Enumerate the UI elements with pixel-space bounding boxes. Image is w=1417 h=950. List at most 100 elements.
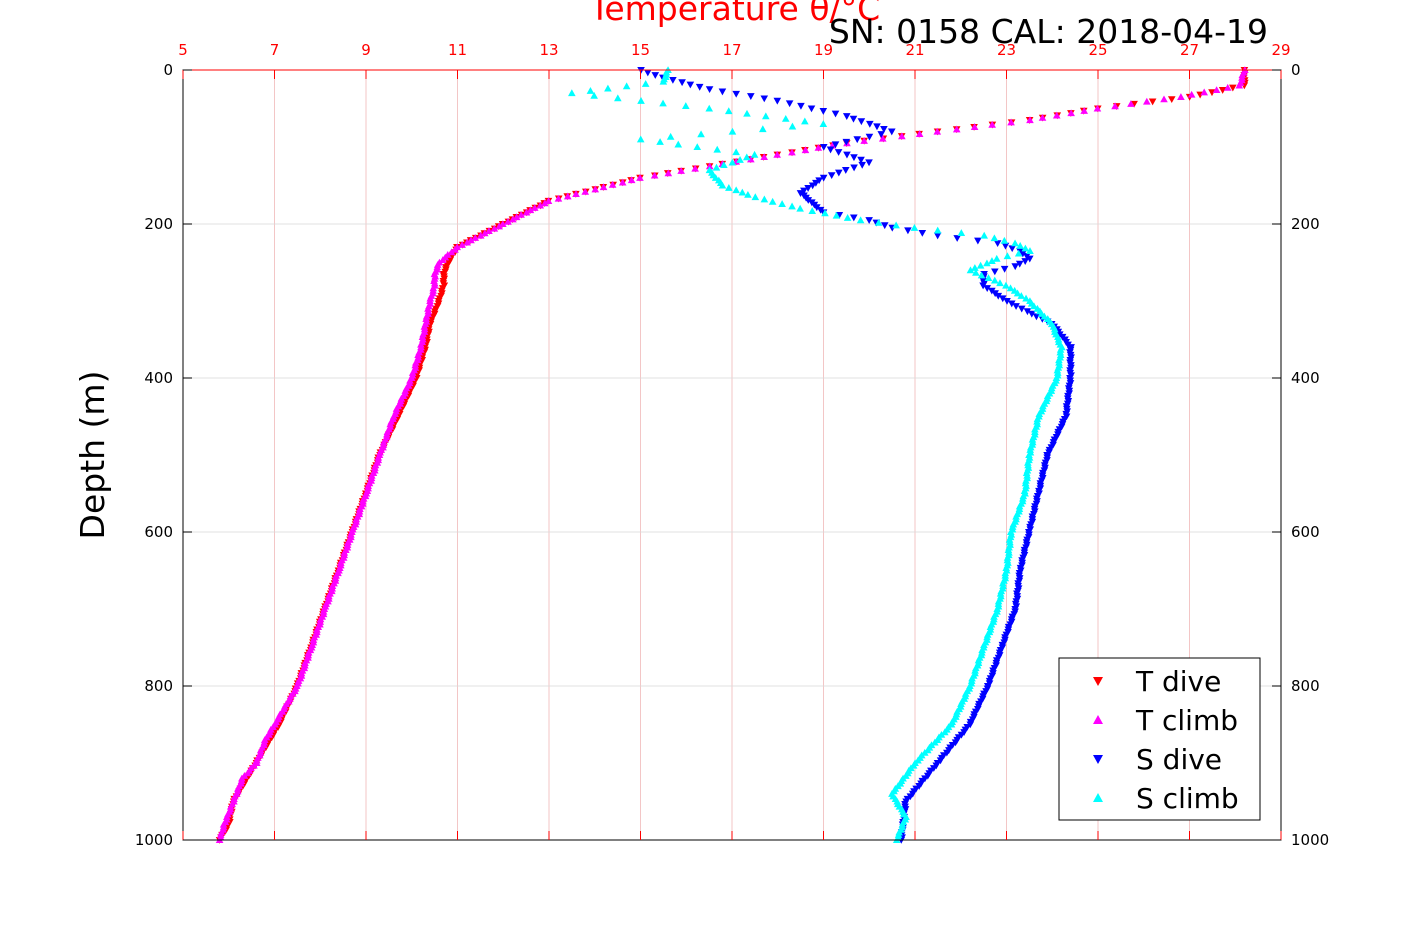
data-point [1003, 297, 1011, 305]
data-point [495, 222, 503, 230]
data-point [760, 195, 769, 203]
data-point [705, 162, 714, 170]
data-point [1093, 104, 1102, 112]
data-point [641, 80, 650, 87]
data-point [1022, 294, 1030, 302]
data-point [681, 102, 690, 109]
data-point [1026, 247, 1034, 254]
data-point [490, 224, 499, 232]
y-tick-label-right: 600 [1291, 523, 1320, 541]
data-point [554, 194, 563, 202]
data-point [831, 141, 840, 149]
data-point [590, 91, 598, 99]
data-point [659, 99, 667, 107]
data-point [1014, 249, 1023, 257]
y-axis-label: Depth (m) [73, 371, 112, 540]
y-tick-label-left: 1000 [135, 831, 173, 849]
data-point [979, 282, 987, 290]
data-point [750, 150, 759, 158]
data-point [1052, 111, 1061, 119]
data-point [796, 190, 805, 197]
data-point [850, 154, 858, 162]
data-point [880, 222, 889, 230]
data-point [918, 229, 927, 237]
data-point [738, 188, 747, 196]
data-point [608, 180, 617, 188]
data-point [1143, 97, 1151, 105]
data-point [1040, 312, 1049, 320]
data-point [509, 215, 517, 223]
data-point [865, 217, 873, 224]
data-point [991, 268, 999, 276]
data-point [1030, 302, 1038, 310]
data-point [1223, 83, 1232, 91]
data-point [804, 197, 813, 204]
data-point [970, 123, 979, 131]
data-point [541, 199, 549, 207]
data-point [1160, 95, 1168, 103]
data-point [781, 114, 790, 122]
data-point [451, 245, 459, 253]
data-point [1177, 93, 1185, 100]
data-point [736, 156, 744, 163]
data-point [977, 271, 986, 279]
data-point [788, 122, 797, 130]
data-point [743, 109, 751, 117]
data-point [866, 120, 874, 128]
data-point [874, 218, 883, 226]
y-tick-label-left: 800 [144, 677, 173, 695]
data-point [1023, 308, 1032, 316]
data-point [953, 235, 961, 242]
data-point [990, 234, 999, 242]
data-point [499, 220, 507, 228]
x-tick-label: 15 [631, 41, 650, 59]
chart-title: Temperature θ/°C [589, 0, 880, 28]
data-point [788, 148, 796, 156]
data-point [664, 169, 673, 177]
data-point [504, 217, 512, 225]
data-point [1148, 98, 1157, 106]
data-point [691, 164, 699, 172]
x-tick-label: 7 [270, 41, 280, 59]
data-point [476, 231, 485, 239]
data-point [910, 224, 919, 231]
data-point [826, 146, 835, 154]
data-point [865, 159, 873, 167]
data-point [693, 143, 702, 151]
data-point [1167, 96, 1176, 104]
data-point [759, 125, 767, 133]
data-point [512, 213, 521, 221]
data-point [842, 138, 851, 146]
data-point [627, 176, 636, 184]
data-point [526, 206, 535, 214]
data-point [814, 143, 823, 151]
y-tick-label-right: 1000 [1291, 831, 1329, 849]
data-point [952, 125, 961, 133]
data-point [778, 200, 786, 208]
data-point [983, 259, 991, 267]
series-s-dive [637, 66, 1075, 844]
data-point [819, 143, 828, 151]
y-tick-label-left: 600 [144, 523, 173, 541]
data-point [666, 132, 675, 140]
data-point [581, 187, 590, 195]
data-point [915, 130, 924, 137]
data-point [744, 190, 752, 198]
data-point [1032, 313, 1041, 321]
data-point [788, 202, 796, 210]
data-point [993, 240, 1002, 248]
data-point [762, 112, 770, 120]
data-point [873, 123, 881, 131]
data-point [819, 174, 828, 182]
data-point [760, 153, 769, 161]
data-point [849, 115, 858, 123]
data-point [674, 140, 683, 148]
data-point [1067, 109, 1075, 117]
data-point [697, 130, 705, 138]
data-point [1021, 258, 1030, 266]
series-t-climb [215, 66, 1249, 844]
data-point [1229, 84, 1237, 92]
data-point [957, 229, 966, 237]
